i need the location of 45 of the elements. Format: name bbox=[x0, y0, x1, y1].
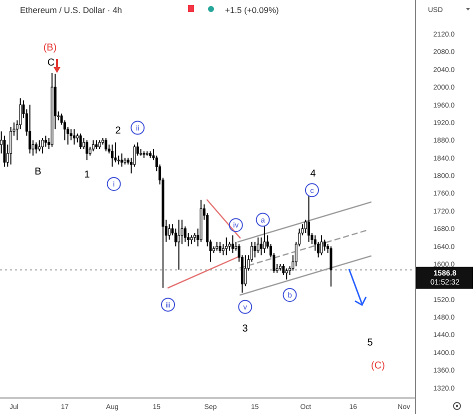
candlestick bbox=[330, 246, 332, 288]
candlestick bbox=[111, 144, 114, 168]
candlestick bbox=[282, 264, 285, 276]
candlestick bbox=[225, 236, 228, 256]
candlestick bbox=[308, 195, 310, 242]
candlestick bbox=[256, 236, 260, 254]
candlestick bbox=[285, 268, 288, 280]
candlestick bbox=[70, 128, 72, 141]
text: Ethereum / U.S. Dollar · 4h bbox=[20, 5, 122, 15]
text: +1.5 (+0.09%) bbox=[225, 5, 280, 15]
candlestick bbox=[254, 241, 256, 258]
annotation: 3 bbox=[242, 324, 248, 334]
candlestick bbox=[304, 219, 307, 234]
annotation: B bbox=[34, 166, 42, 178]
candlestick bbox=[28, 104, 32, 154]
candlestick bbox=[10, 126, 12, 166]
candlestick bbox=[41, 137, 44, 154]
candlestick bbox=[34, 142, 38, 154]
candlestick bbox=[44, 135, 47, 148]
candlestick bbox=[92, 140, 94, 152]
annotation: 2 bbox=[115, 126, 122, 136]
candlestick bbox=[260, 236, 263, 256]
candlestick bbox=[120, 152, 124, 168]
candlestick bbox=[263, 225, 266, 254]
candlestick bbox=[72, 128, 76, 146]
candlestick bbox=[38, 140, 41, 152]
annotation: 4 bbox=[310, 168, 316, 180]
candlestick bbox=[218, 241, 222, 254]
candlestick bbox=[79, 133, 82, 150]
candlestick bbox=[104, 137, 108, 152]
annotation: (C) bbox=[371, 360, 385, 372]
annotation: 5 bbox=[367, 338, 374, 348]
candlestick bbox=[178, 219, 180, 270]
annotation: 1 bbox=[84, 170, 90, 180]
candlestick bbox=[3, 135, 6, 168]
candlestick bbox=[323, 239, 326, 252]
candlestick bbox=[320, 234, 323, 256]
annotation: C bbox=[47, 58, 55, 68]
candlestick bbox=[86, 140, 88, 161]
annotation: (B) bbox=[43, 42, 57, 54]
candlestick bbox=[231, 234, 234, 254]
candlestick bbox=[82, 137, 85, 150]
candlestick bbox=[168, 224, 171, 240]
candlestick bbox=[114, 142, 117, 163]
candlestick bbox=[244, 254, 247, 287]
